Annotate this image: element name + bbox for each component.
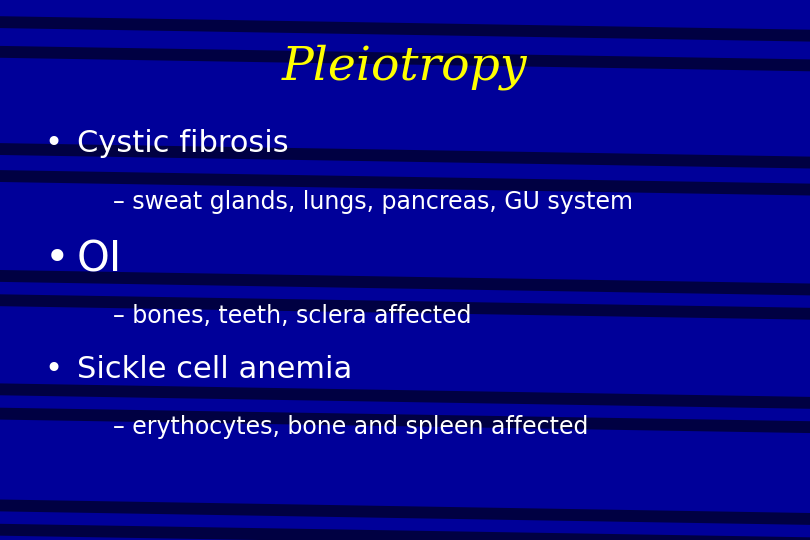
Text: – erythocytes, bone and spleen affected: – erythocytes, bone and spleen affected <box>113 415 589 438</box>
Polygon shape <box>0 270 810 295</box>
Text: Pleiotropy: Pleiotropy <box>282 45 528 90</box>
Polygon shape <box>0 16 810 42</box>
Polygon shape <box>0 500 810 525</box>
Text: •: • <box>45 238 69 280</box>
Polygon shape <box>0 408 810 433</box>
Polygon shape <box>0 294 810 320</box>
Text: OI: OI <box>77 238 122 280</box>
Text: •: • <box>45 129 62 158</box>
Polygon shape <box>0 46 810 71</box>
Text: •: • <box>45 355 62 384</box>
Text: Cystic fibrosis: Cystic fibrosis <box>77 129 288 158</box>
Polygon shape <box>0 170 810 195</box>
Polygon shape <box>0 524 810 540</box>
Polygon shape <box>0 143 810 168</box>
Text: Sickle cell anemia: Sickle cell anemia <box>77 355 352 384</box>
Polygon shape <box>0 383 810 409</box>
Text: – bones, teeth, sclera affected: – bones, teeth, sclera affected <box>113 304 472 328</box>
Text: – sweat glands, lungs, pancreas, GU system: – sweat glands, lungs, pancreas, GU syst… <box>113 191 633 214</box>
